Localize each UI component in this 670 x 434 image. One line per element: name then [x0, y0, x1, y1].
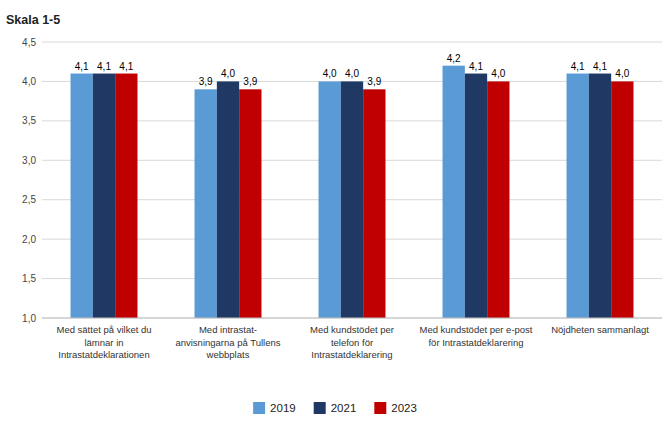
legend-label: 2019 [270, 402, 296, 414]
y-tick-label: 2,0 [22, 234, 36, 245]
data-label: 4,0 [221, 68, 235, 79]
bar [589, 74, 611, 318]
data-label: 4,0 [491, 68, 505, 79]
bar [115, 74, 137, 318]
legend-item: 2023 [374, 402, 417, 414]
x-tick-label: Med kundstödet per e-postför Intrastatde… [419, 324, 532, 348]
data-label: 4,1 [571, 61, 585, 72]
legend-item: 2019 [253, 402, 296, 414]
x-tick-label: Med sättet på vilket dulämnar inIntrasta… [56, 324, 151, 360]
x-tick-label: Med intrastat-anvisningarna på Tullenswe… [175, 324, 280, 360]
x-axis-line [42, 318, 662, 319]
x-tick-label: Med kundstödet pertelefon förIntrastatde… [310, 324, 394, 360]
legend: 2019 2021 2023 [253, 402, 417, 414]
legend-swatch [253, 402, 265, 414]
bar [341, 81, 363, 318]
x-tick-label: Nöjdheten sammanlagt [551, 324, 649, 335]
data-label: 4,1 [593, 61, 607, 72]
data-label: 4,1 [97, 61, 111, 72]
legend-label: 2021 [331, 402, 357, 414]
legend-label: 2023 [391, 402, 417, 414]
y-tick-label: 3,5 [22, 115, 36, 126]
bar [567, 74, 589, 318]
bar [363, 89, 385, 318]
data-label: 4,1 [469, 61, 483, 72]
y-tick-label: 4,5 [22, 37, 36, 48]
data-labels: 4,1 3,9 4,0 4,2 4,1 4,1 4,0 4,0 4,1 4,1 4,1 3,9 3,9 4… [75, 53, 630, 88]
bar [217, 81, 239, 318]
bar [443, 66, 465, 318]
data-label: 4,0 [323, 68, 337, 79]
data-label: 3,9 [243, 76, 257, 87]
bar [465, 74, 487, 318]
grid-line [42, 42, 662, 43]
y-tick-label: 1,5 [22, 273, 36, 284]
x-ticks: Med sättet på vilket dulämnar inIntrasta… [56, 324, 649, 360]
y-axis-label: Skala 1-5 [6, 13, 60, 27]
data-label: 4,2 [447, 53, 461, 64]
data-label: 3,9 [367, 76, 381, 87]
grid-line [42, 318, 662, 319]
y-ticks: 1,0 1,5 2,0 2,5 3,0 3,5 4,0 4,5 [22, 37, 36, 324]
legend-swatch [374, 402, 386, 414]
legend-swatch [314, 402, 326, 414]
data-label: 4,1 [75, 61, 89, 72]
y-tick-label: 4,0 [22, 76, 36, 87]
chart: Skala 1-51,01,52,02,53,03,54,04,54,13,94… [0, 0, 670, 434]
bar [319, 81, 341, 318]
bar [487, 81, 509, 318]
bar [611, 81, 633, 318]
legend-item: 2021 [314, 402, 357, 414]
bar [195, 89, 217, 318]
bars [71, 66, 634, 318]
data-label: 4,0 [615, 68, 629, 79]
bar [71, 74, 93, 318]
bar [93, 74, 115, 318]
y-tick-label: 3,0 [22, 155, 36, 166]
data-label: 4,1 [119, 61, 133, 72]
y-tick-label: 2,5 [22, 194, 36, 205]
y-tick-label: 1,0 [22, 313, 36, 324]
bar [239, 89, 261, 318]
data-label: 3,9 [199, 76, 213, 87]
data-label: 4,0 [345, 68, 359, 79]
